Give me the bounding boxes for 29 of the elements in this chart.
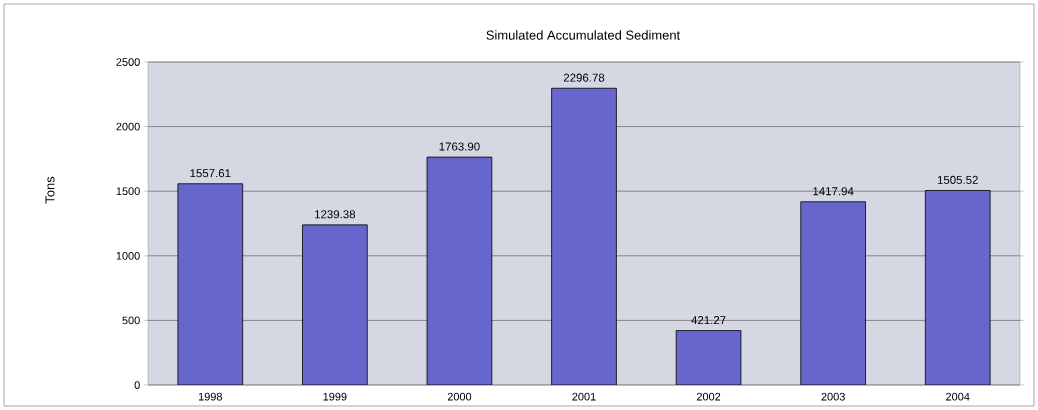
data-label: 1239.38 (315, 210, 356, 219)
x-tick-label: 2003 (821, 392, 845, 401)
data-label: 2296.78 (563, 73, 605, 82)
x-tick-label: 1999 (323, 392, 347, 401)
y-tick-label: 2500 (116, 58, 140, 66)
bar (302, 224, 368, 385)
x-tick-label: 1998 (198, 392, 222, 401)
y-tick-label: 500 (122, 316, 140, 325)
chart-title: Simulated Accumulated Sediment (486, 30, 681, 40)
x-tick-label: 2001 (572, 392, 596, 401)
data-label: 1417.94 (813, 187, 854, 196)
data-label: 1505.52 (937, 175, 978, 184)
y-tick-label: 2000 (116, 122, 140, 131)
data-label: 1763.90 (439, 142, 480, 151)
x-tick-label: 2000 (447, 392, 472, 401)
data-label: 421.27 (691, 316, 726, 325)
bar (177, 183, 244, 385)
bar (551, 87, 617, 385)
bar (675, 330, 742, 385)
bar (426, 156, 493, 385)
bar (800, 201, 866, 385)
y-tick-label: 0 (134, 381, 140, 389)
data-label: 1557.61 (190, 169, 231, 178)
y-tick-label: 1000 (116, 251, 140, 260)
y-tick-label: 1500 (116, 187, 140, 196)
x-tick-label: 2004 (946, 392, 970, 401)
y-axis-title: Tons (45, 176, 55, 204)
x-tick-label: 2002 (696, 392, 721, 401)
bar (924, 190, 991, 385)
